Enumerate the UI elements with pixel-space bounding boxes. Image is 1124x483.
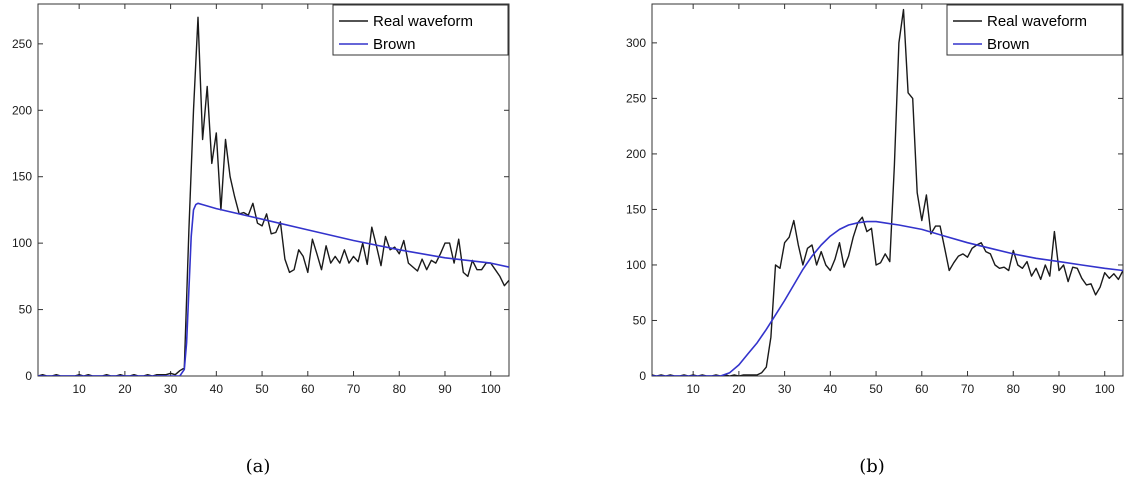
panel-b-caption: (b) — [859, 456, 885, 477]
panel-b-x-tick-label: 50 — [869, 382, 883, 396]
panel-b-y-tick-label: 50 — [633, 313, 647, 327]
panel-a-legend: Real waveform Brown — [332, 4, 509, 56]
panel-b-legend-box — [946, 4, 1123, 56]
panel-b-x-tick-label: 80 — [1007, 382, 1021, 396]
panel-b-series — [652, 8, 1123, 376]
panel-b-x-tick-label: 70 — [961, 382, 975, 396]
panel-b-y-tick-label: 0 — [639, 369, 646, 383]
panel-b-y-tick-label: 100 — [626, 258, 646, 272]
panel-b-legend-label-brown: Brown — [987, 36, 1030, 53]
panel-b-legend: Real waveform Brown — [946, 4, 1123, 56]
panel-b-y-tick-label: 200 — [626, 147, 646, 161]
panel-b-axes: 10 20 30 40 50 60 70 80 90 100 0 50 100 150 200 250 300 — [626, 4, 1123, 396]
panel-b-series-real-waveform-line — [652, 8, 1123, 376]
panel-a-legend-label-real: Real waveform — [373, 13, 473, 30]
panel-a-x-tick-label: 70 — [347, 382, 361, 396]
panel-a-x-tick-label: 20 — [118, 382, 132, 396]
panel-b-y-tick-label: 150 — [626, 202, 646, 216]
panel-a-x-tick-label: 90 — [438, 382, 452, 396]
panel-b-plot-frame — [651, 3, 1124, 377]
panel-a: 10 20 30 40 50 60 70 80 90 100 0 50 100 150 200 250 Rea… — [12, 3, 510, 477]
panel-b-x-tick-label: 10 — [686, 382, 700, 396]
panel-a-legend-box — [332, 4, 509, 56]
panel-a-y-tick-label: 150 — [12, 170, 32, 184]
panel-b-x-tick-label: 30 — [778, 382, 792, 396]
panel-a-legend-label-brown: Brown — [373, 36, 416, 53]
panel-a-x-tick-label: 80 — [393, 382, 407, 396]
panel-a-x-tick-label: 60 — [301, 382, 315, 396]
panel-a-plot-frame — [37, 3, 510, 377]
panel-a-axes: 10 20 30 40 50 60 70 80 90 100 0 50 100 150 200 250 — [12, 4, 509, 396]
panel-b-x-tick-label: 100 — [1095, 382, 1115, 396]
panel-a-series-brown-line — [38, 202, 509, 376]
panel-a-x-tick-label: 30 — [164, 382, 178, 396]
panel-b-x-tick-label: 60 — [915, 382, 929, 396]
panel-a-y-tick-label: 200 — [12, 103, 32, 117]
panel-a-x-tick-label: 100 — [481, 382, 501, 396]
panel-b-x-tick-label: 20 — [732, 382, 746, 396]
panel-b-legend-label-real: Real waveform — [987, 13, 1087, 30]
panel-a-series — [38, 16, 509, 376]
panel-a-y-tick-label: 0 — [25, 369, 32, 383]
panel-a-y-tick-label: 50 — [19, 303, 33, 317]
panel-a-caption: (a) — [246, 456, 271, 477]
panel-b-y-tick-label: 250 — [626, 91, 646, 105]
panel-b-x-tick-label: 90 — [1052, 382, 1066, 396]
panel-a-y-tick-label: 250 — [12, 37, 32, 51]
panel-b: 10 20 30 40 50 60 70 80 90 100050100150200250300 … — [626, 3, 1124, 477]
panel-a-x-tick-label: 40 — [210, 382, 224, 396]
panel-b-x-tick-label: 40 — [824, 382, 838, 396]
panel-a-x-tick-label: 10 — [72, 382, 86, 396]
panel-a-x-tick-label: 50 — [255, 382, 269, 396]
panel-b-y-tick-label: 300 — [626, 36, 646, 50]
panel-a-y-tick-label: 100 — [12, 236, 32, 250]
panel-b-series-brown-line — [652, 220, 1123, 376]
